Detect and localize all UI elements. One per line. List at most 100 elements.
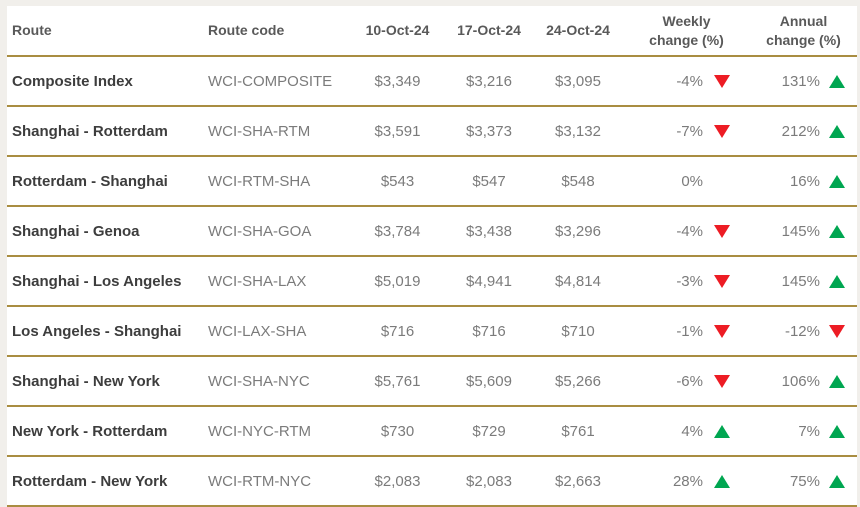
up-arrow-icon <box>714 424 730 438</box>
annual-change-cell: 106% <box>736 373 857 390</box>
annual-change-value: -12% <box>784 322 820 340</box>
price-17-oct-24: $2,083 <box>466 472 512 490</box>
price-17-oct-24: $3,438 <box>466 222 512 240</box>
column-header-route: Route <box>12 22 52 38</box>
annual-change-value: 75% <box>789 472 820 490</box>
table-row: Rotterdam - Shanghai WCI-RTM-SHA $543 $5… <box>7 157 857 207</box>
weekly-change-value: -1% <box>676 322 703 340</box>
price-10-oct-24: $730 <box>380 422 415 440</box>
up-arrow-icon <box>829 374 845 388</box>
annual-change-cell: 145% <box>736 223 857 240</box>
table-row: Shanghai - Los Angeles WCI-SHA-LAX $5,01… <box>7 257 857 307</box>
route-name: New York - Rotterdam <box>12 422 168 440</box>
route-name: Los Angeles - Shanghai <box>12 322 182 340</box>
price-24-oct-24: $3,132 <box>555 122 601 140</box>
price-10-oct-24: $3,591 <box>374 122 421 140</box>
annual-change-value: 145% <box>781 272 820 290</box>
table-row: Los Angeles - Shanghai WCI-LAX-SHA $716 … <box>7 307 857 357</box>
annual-change-cell: 212% <box>736 123 857 140</box>
price-10-oct-24: $3,349 <box>374 72 421 90</box>
weekly-change-value: -6% <box>676 372 703 390</box>
weekly-change-cell: -6% <box>623 373 736 390</box>
annual-change-value: 131% <box>781 72 820 90</box>
up-arrow-icon <box>829 274 845 288</box>
weekly-change-cell: -3% <box>623 273 736 290</box>
price-17-oct-24: $5,609 <box>466 372 512 390</box>
price-17-oct-24: $3,216 <box>466 72 512 90</box>
route-code: WCI-SHA-LAX <box>208 272 307 290</box>
price-24-oct-24: $548 <box>561 172 595 190</box>
price-17-oct-24: $729 <box>472 422 506 440</box>
annual-change-cell: -12% <box>736 323 857 340</box>
price-10-oct-24: $5,019 <box>374 272 421 290</box>
up-arrow-icon <box>829 174 845 188</box>
annual-change-cell: 7% <box>736 423 857 440</box>
annual-change-value: 212% <box>781 122 820 140</box>
weekly-change-value: -7% <box>676 122 703 140</box>
price-10-oct-24: $5,761 <box>374 372 421 390</box>
route-name: Shanghai - Rotterdam <box>12 122 168 140</box>
table-row: Shanghai - New York WCI-SHA-NYC $5,761 $… <box>7 357 857 407</box>
table-body: Composite Index WCI-COMPOSITE $3,349 $3,… <box>7 57 857 507</box>
up-arrow-icon <box>829 474 845 488</box>
price-10-oct-24: $716 <box>380 322 415 340</box>
up-arrow-icon <box>714 474 730 488</box>
price-24-oct-24: $4,814 <box>555 272 601 290</box>
annual-change-cell: 75% <box>736 473 857 490</box>
weekly-change-value: -4% <box>676 222 703 240</box>
weekly-change-value: -3% <box>676 272 703 290</box>
up-arrow-icon <box>829 124 845 138</box>
column-header-weekly-change: Weekly change (%) <box>649 12 724 48</box>
table-row: New York - Rotterdam WCI-NYC-RTM $730 $7… <box>7 407 857 457</box>
price-24-oct-24: $710 <box>561 322 595 340</box>
price-10-oct-24: $2,083 <box>374 472 421 490</box>
price-17-oct-24: $716 <box>472 322 506 340</box>
route-code: WCI-RTM-NYC <box>208 472 312 490</box>
weekly-change-cell: 28% <box>623 473 736 490</box>
weekly-change-cell: -1% <box>623 323 736 340</box>
column-header-annual-change: Annual change (%) <box>766 12 841 48</box>
table-header-row: Route Route code 10-Oct-24 17-Oct-24 24-… <box>7 6 857 57</box>
route-code: WCI-SHA-GOA <box>208 222 312 240</box>
column-header-17-oct-24: 17-Oct-24 <box>457 22 521 38</box>
route-code: WCI-SHA-NYC <box>208 372 310 390</box>
down-arrow-icon <box>714 124 730 138</box>
price-24-oct-24: $5,266 <box>555 372 601 390</box>
route-name: Shanghai - Los Angeles <box>12 272 182 290</box>
down-arrow-icon <box>714 224 730 238</box>
annual-change-value: 7% <box>798 422 820 440</box>
route-code: WCI-NYC-RTM <box>208 422 312 440</box>
freight-rates-table: Route Route code 10-Oct-24 17-Oct-24 24-… <box>7 6 857 507</box>
down-arrow-icon <box>714 74 730 88</box>
table-row: Composite Index WCI-COMPOSITE $3,349 $3,… <box>7 57 857 107</box>
down-arrow-icon <box>714 274 730 288</box>
weekly-change-cell: 0% <box>623 173 736 190</box>
column-header-route-code: Route code <box>208 22 285 38</box>
column-header-10-oct-24: 10-Oct-24 <box>365 22 430 38</box>
weekly-change-cell: -4% <box>623 73 736 90</box>
down-arrow-icon <box>714 324 730 338</box>
up-arrow-icon <box>829 424 845 438</box>
price-24-oct-24: $761 <box>561 422 595 440</box>
route-name: Shanghai - New York <box>12 372 160 390</box>
route-name: Shanghai - Genoa <box>12 222 140 240</box>
up-arrow-icon <box>829 224 845 238</box>
price-17-oct-24: $4,941 <box>466 272 512 290</box>
weekly-change-cell: -4% <box>623 223 736 240</box>
annual-change-cell: 145% <box>736 273 857 290</box>
table-row: Rotterdam - New York WCI-RTM-NYC $2,083 … <box>7 457 857 507</box>
route-code: WCI-SHA-RTM <box>208 122 311 140</box>
route-name: Rotterdam - New York <box>12 472 168 490</box>
weekly-change-cell: 4% <box>623 423 736 440</box>
price-17-oct-24: $547 <box>472 172 506 190</box>
table-row: Shanghai - Genoa WCI-SHA-GOA $3,784 $3,4… <box>7 207 857 257</box>
table-row: Shanghai - Rotterdam WCI-SHA-RTM $3,591 … <box>7 107 857 157</box>
route-code: WCI-COMPOSITE <box>208 72 333 90</box>
price-10-oct-24: $543 <box>380 172 415 190</box>
price-17-oct-24: $3,373 <box>466 122 512 140</box>
annual-change-value: 16% <box>789 172 820 190</box>
weekly-change-cell: -7% <box>623 123 736 140</box>
weekly-change-value: 4% <box>681 422 703 440</box>
annual-change-cell: 16% <box>736 173 857 190</box>
weekly-change-value: 28% <box>672 472 703 490</box>
